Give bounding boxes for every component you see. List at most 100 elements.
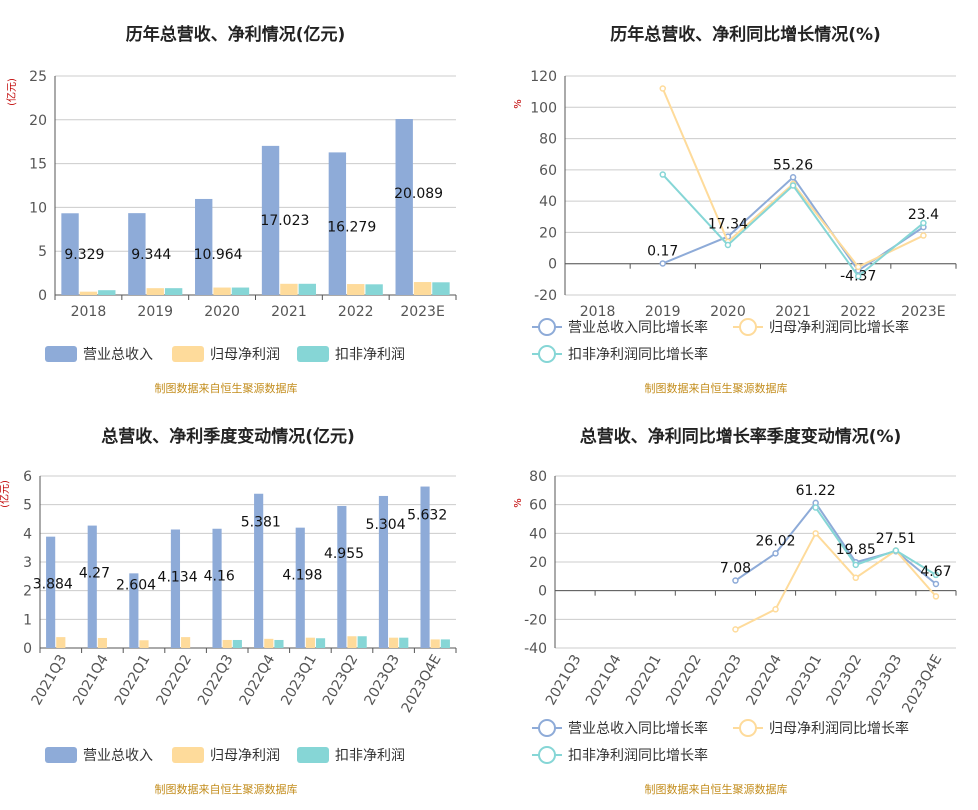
data-label: 4.67 — [920, 564, 951, 580]
data-label: 9.344 — [131, 247, 171, 263]
data-label: 20.089 — [394, 186, 443, 202]
bar-2-2023Q1 — [305, 637, 315, 648]
bar-3-2023Q2 — [357, 636, 367, 648]
x-tick-label: 2021 — [271, 304, 307, 320]
data-label: 3.884 — [33, 577, 73, 593]
data-label: 4.955 — [324, 546, 364, 562]
series-point-3 — [932, 571, 940, 579]
chart-panel-4: 总营收、净利同比增长率季度变动情况(%)% -40 -20 0 20 40 60 80 2021… — [513, 426, 957, 796]
series-line-1 — [662, 175, 924, 272]
chart-title: 总营收、净利季度变动情况(亿元) — [101, 426, 355, 447]
bar-2-2023Q3 — [389, 637, 399, 648]
bar-1-2022Q2 — [170, 529, 181, 648]
x-tick-label: 2022Q2 — [663, 652, 705, 708]
y-tick-label: 60 — [539, 163, 557, 179]
legend-label: 扣非净利润同比增长率 — [568, 346, 708, 363]
x-tick-label: 2022 — [338, 304, 374, 320]
data-label: 2.604 — [116, 577, 156, 593]
bar-1-2023Q3 — [378, 495, 389, 648]
y-tick-label: 40 — [529, 526, 547, 542]
legend-swatch — [297, 346, 329, 362]
x-tick-label: 2019 — [137, 304, 173, 320]
chart-title: 历年总营收、净利情况(亿元) — [126, 24, 346, 45]
y-tick-label: 25 — [29, 69, 47, 85]
unit-label: % — [513, 99, 524, 109]
source-note: 制图数据来自恒生聚源数据库 — [645, 381, 788, 395]
bar-1-2021Q3 — [46, 536, 56, 648]
bar-3-2020 — [231, 287, 250, 295]
bar-3-2023Q3 — [399, 637, 409, 648]
series-point-3 — [812, 504, 819, 511]
legend-label: 营业总收入 — [83, 347, 153, 363]
x-tick-label: 2020 — [710, 304, 746, 320]
bar-1-2022Q1 — [129, 573, 139, 648]
bar-1-2023Q1 — [295, 527, 305, 648]
bar-2-2018 — [79, 291, 98, 295]
y-tick-label: 60 — [529, 498, 547, 514]
legend-swatch — [45, 747, 77, 763]
data-label: 0.17 — [647, 243, 678, 259]
bar-1-2020 — [195, 198, 213, 295]
y-tick-label: 15 — [29, 157, 47, 173]
legend-label: 扣非净利润 — [335, 748, 405, 764]
legend-label: 营业总收入同比增长率 — [568, 319, 708, 336]
series-point-3 — [659, 171, 666, 178]
bar-3-2022 — [365, 284, 383, 295]
data-label: 16.279 — [327, 219, 376, 235]
legend-marker — [538, 318, 556, 336]
series-point-2 — [812, 530, 819, 537]
bar-1-2023Q4E — [420, 486, 430, 648]
x-tick-label: 2019 — [645, 304, 681, 320]
legend-label: 营业总收入同比增长率 — [568, 720, 708, 737]
series-line-3 — [662, 173, 925, 278]
x-tick-label: 2023Q1 — [783, 652, 825, 708]
bar-3-2019 — [164, 288, 183, 295]
x-tick-label: 2022Q1 — [112, 652, 154, 708]
bar-2-2023Q2 — [347, 636, 357, 648]
x-tick-label: 2023E — [901, 304, 945, 320]
series-point-3 — [920, 219, 927, 227]
source-note: 制图数据来自恒生聚源数据库 — [155, 381, 298, 395]
data-label: 17.34 — [708, 217, 748, 233]
legend-label: 归母净利润同比增长率 — [769, 319, 909, 336]
x-tick-label: 2023Q2 — [320, 652, 362, 708]
legend-label: 归母净利润 — [210, 747, 280, 764]
x-tick-label: 2022Q4 — [237, 652, 279, 708]
series-point-2 — [932, 593, 940, 600]
bar-2-2023E — [413, 282, 432, 295]
legend-label: 营业总收入 — [83, 748, 153, 764]
series-point-3 — [855, 272, 862, 280]
data-label: 9.329 — [64, 247, 104, 263]
bar-2-2022Q1 — [139, 640, 149, 648]
y-tick-label: 0 — [38, 288, 47, 304]
bar-2-2022Q3 — [222, 639, 232, 648]
x-tick-label: 2023Q4E — [399, 652, 445, 716]
bar-2-2019 — [146, 288, 164, 295]
y-tick-label: 5 — [23, 498, 32, 514]
x-tick-label: 2020 — [204, 304, 240, 320]
y-tick-label: 0 — [538, 584, 547, 600]
bar-1-2021Q4 — [87, 525, 97, 648]
x-tick-label: 2023Q4E — [899, 652, 945, 716]
y-tick-label: 5 — [38, 244, 47, 260]
data-label: 10.964 — [194, 247, 243, 263]
bar-2-2022Q4 — [264, 638, 274, 648]
y-tick-label: 100 — [530, 100, 557, 116]
y-tick-label: 20 — [529, 555, 547, 571]
x-tick-label: 2022Q2 — [153, 652, 195, 708]
data-label: 17.023 — [260, 213, 309, 229]
bar-1-2021 — [261, 145, 280, 295]
legend-label: 归母净利润 — [210, 346, 280, 363]
y-tick-label: 20 — [539, 225, 557, 241]
data-label: 5.381 — [241, 515, 281, 531]
legend-marker — [538, 719, 556, 737]
data-label: 4.16 — [204, 569, 235, 585]
legend-label: 扣非净利润同比增长率 — [568, 747, 708, 764]
x-tick-label: 2018 — [71, 304, 107, 320]
bar-1-2022Q3 — [212, 528, 222, 648]
data-label: 26.02 — [756, 533, 796, 549]
y-tick-label: 0 — [23, 641, 32, 657]
legend-marker — [739, 318, 757, 336]
x-tick-label: 2022 — [840, 304, 876, 320]
